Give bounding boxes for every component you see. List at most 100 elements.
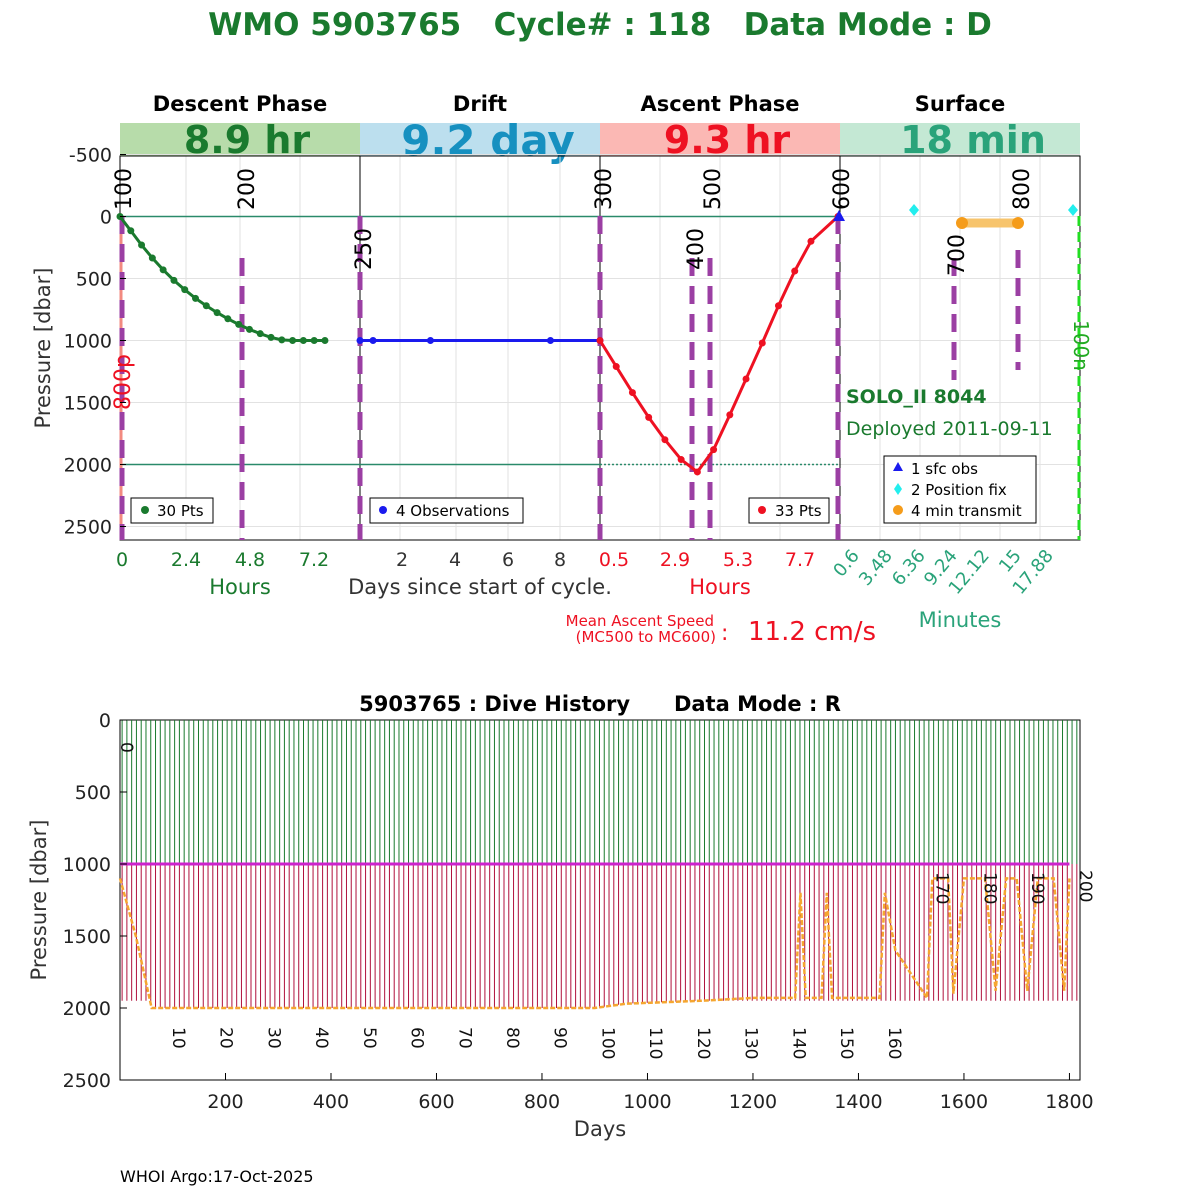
ascent-x-tick-2: 5.3 — [723, 549, 753, 571]
cycle-label-160: 160 — [884, 1027, 904, 1059]
descent-point-18 — [310, 337, 318, 344]
top-y-tick-label-6: 2500 — [64, 517, 112, 539]
descent-point-15 — [278, 336, 286, 344]
descent-point-7 — [192, 294, 200, 302]
drift-phase-header: Drift — [453, 92, 507, 116]
cycle-label-100: 100 — [597, 1027, 617, 1059]
descent-x-tick-1: 2.4 — [171, 549, 201, 571]
cycle-label-0: 0 — [116, 742, 136, 753]
cycle-labels: 0 10 20 30 40 50 60 70 80 90 100 110 120 130 140 150 160… — [116, 742, 1095, 1059]
cycle-label-50: 50 — [359, 1027, 379, 1049]
bottom-x-tick-label-8: 1800 — [1045, 1091, 1093, 1113]
drift-duration: 9.2 day — [401, 116, 575, 165]
top-y-tick-label-5: 2000 — [64, 455, 112, 477]
bottom-y-tick-label-3: 1500 — [63, 926, 111, 948]
ascent-x-tick-3: 7.7 — [785, 549, 815, 571]
footer-credit: WHOI Argo:17-Oct-2025 — [120, 1167, 314, 1186]
ascent-speed-value: 11.2 cm/s — [748, 617, 876, 647]
ascent-point-9 — [742, 375, 750, 383]
descent-point-11 — [235, 320, 243, 328]
descent-point-16 — [289, 337, 297, 344]
drift-x-tick-3: 8 — [554, 549, 566, 571]
descent-point-10 — [224, 315, 232, 323]
ascent-point-11 — [775, 302, 782, 310]
descent-point-19 — [321, 337, 329, 344]
ascent-x-tick-0: 0.5 — [599, 549, 629, 571]
cycle-label-70: 70 — [454, 1027, 474, 1049]
bottom-x-tick-label-1: 400 — [313, 1091, 349, 1113]
ascent-legend-marker — [758, 506, 766, 514]
ascent-point-3 — [645, 413, 653, 421]
mc-label-200: 200 — [235, 168, 260, 210]
drift-x-tick-2: 6 — [502, 549, 514, 571]
descent-point-17 — [299, 337, 307, 344]
ascent-x-tick-1: 2.9 — [660, 549, 690, 571]
descent-point-3 — [148, 254, 156, 262]
surface-legend-transmit-marker — [893, 505, 903, 515]
surface-legend: 1 sfc obs 2 Position fix 4 min transmit — [883, 455, 1037, 524]
surface-duration-band — [840, 123, 1080, 156]
top-y-axis-label: Pressure [dbar] — [31, 268, 55, 429]
surface-x-tick-2: 6.36 — [888, 546, 930, 590]
ascent-duration-band — [600, 123, 840, 156]
drift-point-0 — [356, 337, 364, 344]
sfc-obs-marker — [833, 210, 845, 221]
mission-code-markers — [119, 216, 1021, 540]
ascent-speed-label-2: (MC500 to MC600) — [576, 628, 716, 646]
float-type-label: SOLO_II 8044 — [846, 386, 987, 408]
cycle-label-190: 190 — [1027, 872, 1047, 904]
cycle-label-10: 10 — [168, 1027, 188, 1049]
mc-label-600: 600 — [830, 168, 855, 210]
deployment-date-label: Deployed 2011-09-11 — [846, 418, 1053, 440]
surface-legend-sfc-text: 1 sfc obs — [911, 460, 978, 478]
mc-label-800: 800 — [1010, 168, 1035, 210]
descent-series — [116, 213, 329, 344]
ascent-point-12 — [791, 267, 799, 275]
descent-phase-header: Descent Phase — [153, 92, 327, 116]
ascent-point-0 — [596, 337, 604, 344]
cycle-label-150: 150 — [836, 1027, 856, 1059]
drift-point-2 — [426, 337, 434, 344]
descent-point-14 — [267, 333, 275, 341]
drift-series — [356, 337, 604, 344]
dive-history-title: 5903765 : Dive History Data Mode : R — [359, 692, 841, 716]
main-title: WMO 5903765 Cycle# : 118 Data Mode : D — [208, 7, 992, 43]
top-y-tick-label-1: 0 — [100, 207, 112, 229]
bottom-x-axis-label: Days — [574, 1117, 626, 1141]
drift-x-axis-label: Days since start of cycle. — [348, 575, 612, 599]
ascent-point-8 — [726, 411, 734, 419]
descent-x-tick-2: 4.8 — [235, 549, 265, 571]
bottom-x-tick-label-6: 1400 — [834, 1091, 882, 1113]
cycle-label-130: 130 — [741, 1027, 761, 1059]
descent-legend-text: 30 Pts — [157, 502, 204, 520]
position-fix-marker-2 — [1068, 204, 1078, 216]
cycle-label-180: 180 — [979, 872, 999, 904]
bottom-y-tick-label-2: 1000 — [63, 854, 111, 876]
ascent-point-13 — [807, 237, 815, 245]
position-fix-marker-1 — [909, 204, 919, 216]
cycle-label-80: 80 — [502, 1027, 522, 1049]
ascent-point-10 — [758, 339, 766, 347]
bottom-x-tick-label-5: 1200 — [729, 1091, 777, 1113]
dive-history-lines — [118, 720, 1078, 1010]
bottom-y-axis-label: Pressure [dbar] — [27, 820, 51, 981]
cycle-label-30: 30 — [263, 1027, 283, 1049]
bottom-x-ticks: 200 400 600 800 1000 1200 1400 1600 1800 — [207, 1073, 1094, 1113]
descent-point-4 — [159, 266, 167, 274]
bottom-y-tick-label-4: 2000 — [63, 998, 111, 1020]
top-y-ticks: -500 0 500 1000 1500 2000 2500 — [64, 145, 126, 539]
ascent-series — [596, 213, 842, 476]
last-cycle-label: 100n — [1069, 320, 1093, 371]
cycle-label-40: 40 — [311, 1027, 331, 1049]
cycle-label-110: 110 — [645, 1027, 665, 1059]
descent-point-13 — [256, 330, 264, 338]
ascent-x-axis-label: Hours — [689, 575, 751, 599]
ascent-duration: 9.3 hr — [664, 118, 791, 162]
drift-legend-marker — [379, 506, 387, 514]
surface-legend-fix-marker — [894, 483, 902, 495]
top-y-tick-label-3: 1000 — [64, 331, 112, 353]
transmit-start-marker — [956, 217, 968, 229]
drift-x-tick-1: 4 — [449, 549, 461, 571]
mc-label-500: 500 — [701, 168, 726, 210]
ascent-phase-header: Ascent Phase — [641, 92, 800, 116]
